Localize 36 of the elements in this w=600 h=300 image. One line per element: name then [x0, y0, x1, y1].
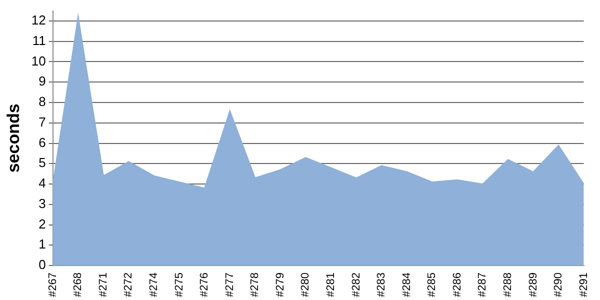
y-tick-label: 11: [32, 32, 46, 48]
y-tick-label: 1: [38, 236, 46, 252]
y-tick-label: 2: [38, 216, 46, 232]
x-tick-label: #280: [300, 272, 312, 298]
x-tick-label: #276: [198, 272, 211, 298]
x-tick-label: #285: [426, 272, 438, 298]
x-tick-label: #274: [148, 272, 160, 298]
x-tick-label: #272: [122, 272, 135, 298]
y-tick-label: 9: [38, 74, 46, 89]
x-tick-label: #271: [97, 272, 110, 298]
y-tick-label: 0: [38, 257, 46, 272]
x-tick-label: #283: [376, 272, 388, 298]
x-tick-label: #282: [350, 272, 362, 298]
y-axis-title: seconds: [4, 104, 23, 173]
x-tick-label: #289: [527, 272, 540, 298]
x-tick-label: #281: [325, 272, 338, 298]
x-tick-label: #279: [274, 272, 286, 298]
x-tick-label: #267: [46, 272, 59, 298]
x-tick-label: #284: [400, 272, 413, 298]
y-tick-label: 6: [38, 134, 46, 150]
y-tick-label: 7: [38, 114, 46, 130]
x-tick-label: #291: [578, 272, 590, 298]
x-tick-label: #277: [224, 272, 236, 298]
y-tick-label: 12: [31, 12, 46, 28]
x-tick-label: #268: [72, 272, 84, 298]
x-tick-label: #286: [451, 272, 464, 298]
x-tick-label: #278: [249, 272, 262, 298]
y-tick-label: 3: [38, 196, 46, 211]
y-tick-label: 4: [38, 176, 46, 191]
x-tick-label: #290: [552, 272, 565, 298]
x-tick-label: #275: [173, 272, 186, 298]
x-tick-label: #287: [476, 272, 489, 298]
y-tick-label: 8: [38, 94, 46, 110]
y-tick-label: 10: [31, 53, 46, 68]
y-tick-label: 5: [38, 155, 46, 170]
x-tick-label: #288: [502, 272, 514, 298]
